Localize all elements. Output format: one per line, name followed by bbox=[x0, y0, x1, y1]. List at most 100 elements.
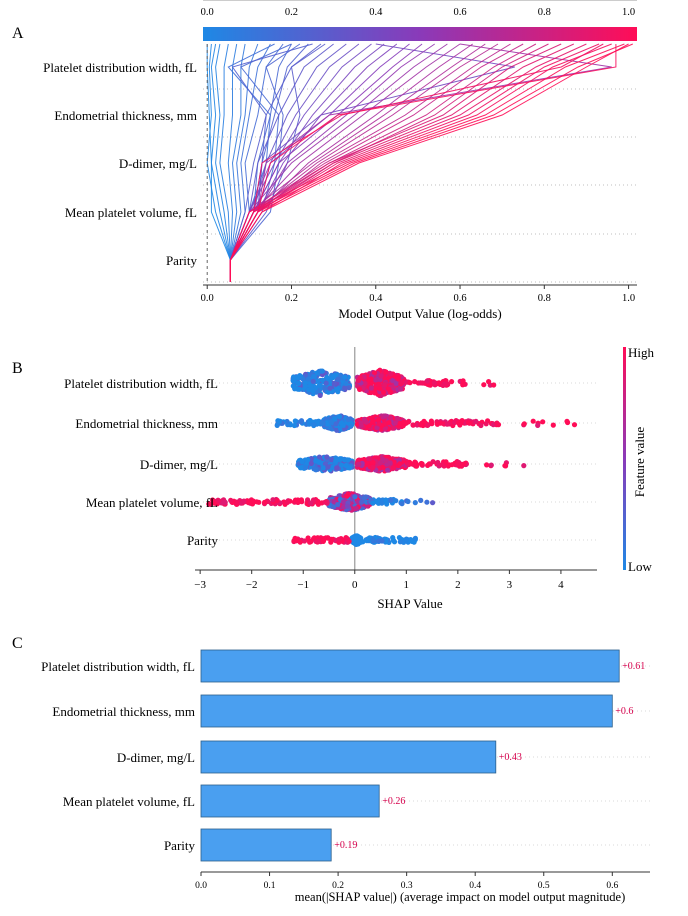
panel-b-point bbox=[535, 422, 541, 428]
panel-b-tick-label: 4 bbox=[558, 579, 564, 591]
panel-b-point bbox=[385, 467, 391, 473]
panel-b-point bbox=[375, 499, 381, 505]
panel-b-point bbox=[325, 464, 331, 470]
panel-b-point bbox=[262, 499, 268, 505]
panel-b-point bbox=[297, 373, 303, 379]
panel-b-point bbox=[250, 498, 256, 504]
panel-b-point bbox=[290, 378, 297, 384]
panel-a-x-ticks: 0.0 0.2 0.4 0.6 0.8 1.0 bbox=[201, 285, 635, 304]
panel-b-point bbox=[319, 420, 325, 426]
panel-b-point bbox=[324, 421, 331, 427]
panel-a-tick-label: 0.2 bbox=[285, 293, 298, 304]
panel-b-point bbox=[347, 465, 353, 471]
panel-b-point bbox=[256, 499, 262, 505]
panel-c-tick-label: 0.3 bbox=[401, 881, 413, 891]
panel-b-point bbox=[328, 539, 334, 545]
panel-b-tick-label: −2 bbox=[246, 579, 258, 591]
panel-b-point bbox=[322, 499, 328, 505]
panel-b-point bbox=[412, 500, 418, 506]
panel-b-point bbox=[390, 537, 397, 544]
panel-b-point bbox=[388, 389, 394, 395]
panel-b-point bbox=[418, 422, 424, 428]
panel-a-tick-label: 0.4 bbox=[369, 293, 383, 304]
panel-c-tick-label: 0.1 bbox=[264, 881, 276, 891]
panel-b-point bbox=[310, 378, 316, 384]
panel-b-point bbox=[414, 463, 420, 469]
panel-b-point bbox=[478, 422, 484, 429]
panel-b-point bbox=[331, 380, 337, 387]
panel-b-point bbox=[315, 538, 321, 545]
panel-a-decision-path bbox=[229, 43, 575, 282]
panel-b-point bbox=[425, 462, 431, 468]
panel-b-point bbox=[399, 380, 405, 386]
panel-b-point bbox=[412, 379, 418, 385]
panel-c-bar bbox=[200, 740, 497, 774]
panel-b-point bbox=[407, 537, 414, 543]
panel-b-point bbox=[305, 535, 311, 541]
panel-b-point bbox=[488, 462, 494, 468]
panel-b-point bbox=[386, 420, 392, 426]
panel-a-colorbar-tick-label: 0.4 bbox=[369, 7, 383, 18]
panel-a-tick-label: 0.6 bbox=[453, 293, 466, 304]
panel-b-point bbox=[407, 380, 413, 386]
panel-b-point bbox=[335, 385, 341, 392]
panel-b-point bbox=[430, 500, 436, 506]
panel-b-point bbox=[228, 497, 234, 503]
panel-b-point bbox=[297, 465, 304, 471]
panel-b-point bbox=[317, 392, 323, 398]
panel-b-point bbox=[540, 419, 546, 425]
panel-b-point bbox=[466, 420, 473, 426]
panel-a-decision-plot: A 0.0 0.2 0.4 0.6 0.8 1.0 0.0 0.2 0.4 0.6 0.8 1.0 … bbox=[12, 0, 637, 321]
panel-b-point bbox=[309, 387, 315, 393]
panel-b-point bbox=[390, 377, 396, 383]
panel-b-point bbox=[387, 460, 393, 466]
panel-c-tick-label: 0.0 bbox=[195, 881, 207, 891]
panel-b-point bbox=[328, 419, 334, 425]
panel-a-decision-paths bbox=[206, 43, 633, 282]
panel-b-point bbox=[449, 462, 455, 468]
panel-c-bar bbox=[200, 828, 332, 862]
panel-a-feature-label: Mean platelet volume, fL bbox=[65, 205, 197, 220]
panel-b-point bbox=[484, 462, 490, 468]
panel-b-colorbar-high: High bbox=[628, 345, 655, 360]
panel-b-point bbox=[333, 421, 339, 427]
panel-b-point bbox=[457, 422, 463, 428]
panel-b-point bbox=[305, 457, 311, 463]
panel-b-point bbox=[322, 385, 328, 391]
panel-b-point bbox=[412, 535, 418, 541]
panel-b-point bbox=[483, 421, 489, 427]
panel-b-point bbox=[292, 418, 298, 424]
panel-b-point bbox=[424, 499, 430, 505]
panel-b-point bbox=[342, 457, 348, 463]
panel-b-point bbox=[399, 501, 405, 507]
panel-b-point bbox=[353, 505, 359, 511]
panel-b-point bbox=[300, 376, 306, 382]
panel-b-point bbox=[344, 493, 350, 499]
panel-a-decision-path bbox=[229, 43, 549, 282]
panel-b-point bbox=[344, 503, 350, 509]
panel-b-point bbox=[379, 500, 385, 506]
panel-b-point bbox=[486, 379, 492, 385]
panel-b-point bbox=[419, 380, 425, 386]
panel-b-point bbox=[210, 497, 216, 503]
panel-b-point bbox=[521, 421, 527, 427]
panel-c-value-label: +0.61 bbox=[622, 661, 645, 672]
panel-b-point bbox=[303, 380, 309, 386]
panel-b-point bbox=[424, 422, 431, 428]
panel-c-feature-label: Platelet distribution width, fL bbox=[41, 659, 195, 674]
panel-b-colorbar-label: Feature value bbox=[632, 427, 647, 498]
panel-b-point bbox=[222, 499, 228, 505]
panel-b-point bbox=[444, 421, 450, 427]
panel-a-colorbar-tick-label: 0.6 bbox=[453, 7, 466, 18]
panel-b-point bbox=[388, 371, 394, 377]
panel-b-point bbox=[302, 465, 308, 471]
panel-b-point bbox=[401, 419, 407, 425]
panel-b-point bbox=[503, 463, 509, 469]
panel-b-point bbox=[418, 497, 424, 503]
panel-b-point bbox=[316, 454, 322, 460]
panel-a-decision-path bbox=[229, 43, 423, 282]
panel-b-point bbox=[491, 382, 497, 388]
panel-b-point bbox=[368, 389, 374, 396]
panel-b-point bbox=[564, 418, 570, 424]
panel-b-tick-label: −1 bbox=[297, 579, 309, 591]
